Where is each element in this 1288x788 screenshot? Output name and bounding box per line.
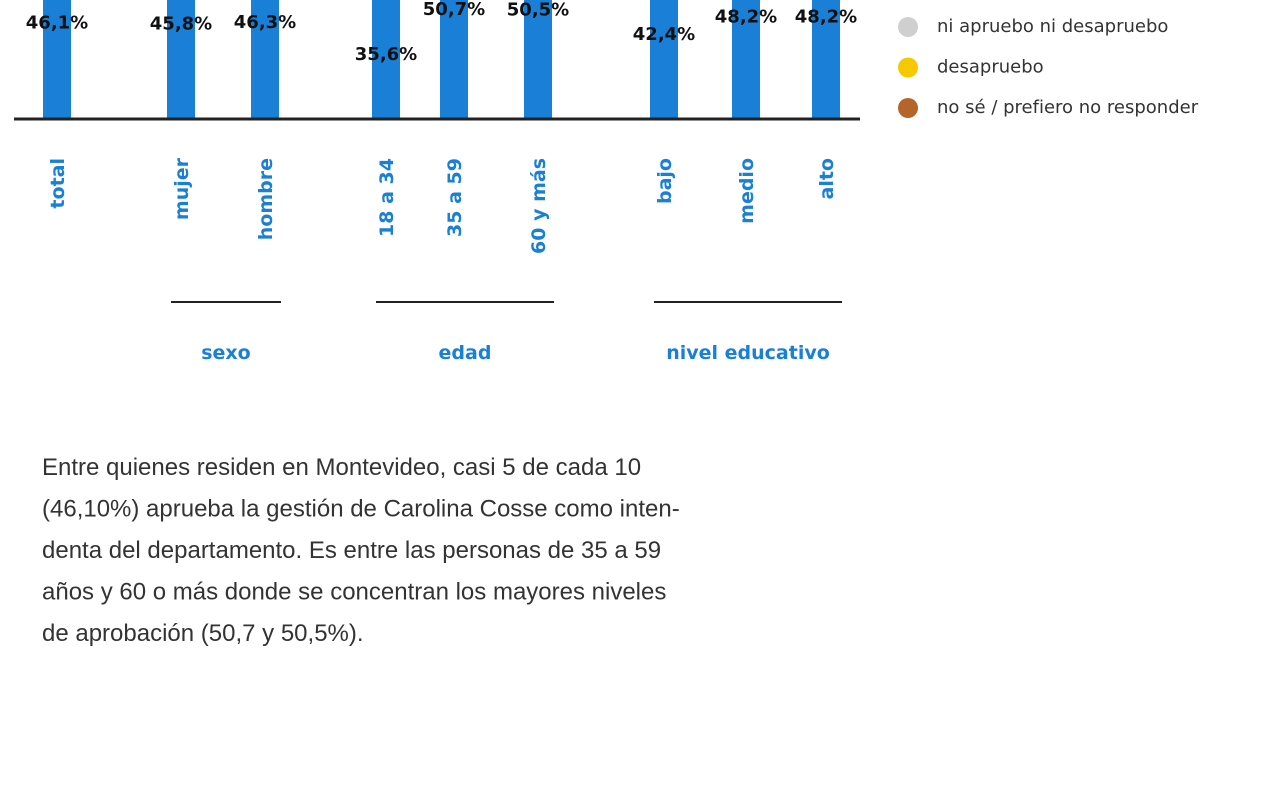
paragraph-line: Entre quienes residen en Montevideo, cas… (42, 454, 641, 481)
paragraph-line: (46,10%) aprueba la gestión de Carolina … (42, 496, 680, 523)
bar (650, 0, 678, 119)
category-label: alto (816, 158, 838, 199)
group-label: edad (439, 342, 492, 364)
category-label: mujer (171, 157, 193, 220)
value-label: 46,1% (26, 13, 88, 34)
value-label: 46,3% (234, 12, 296, 33)
category-label: hombre (255, 158, 277, 240)
category-label: 35 a 59 (444, 158, 466, 237)
value-label: 48,2% (795, 6, 857, 27)
paragraph-line: denta del departamento. Es entre las per… (42, 537, 661, 564)
legend-label: ni apruebo ni desapruebo (937, 16, 1168, 37)
value-label: 35,6% (355, 44, 417, 65)
bar (372, 0, 400, 120)
category-label: total (47, 158, 69, 209)
bar (524, 0, 552, 120)
value-label: 45,8% (150, 14, 212, 35)
legend-swatch (898, 17, 918, 37)
value-label: 50,5% (507, 0, 569, 21)
category-label: bajo (654, 158, 676, 204)
bar (440, 0, 468, 119)
category-label: medio (736, 158, 758, 224)
bar (812, 0, 840, 119)
paragraph-line: años y 60 o más donde se concentran los … (42, 579, 666, 606)
bar (732, 0, 760, 119)
bar (167, 0, 195, 119)
group-label: nivel educativo (666, 342, 830, 364)
paragraph-line: de aprobación (50,7 y 50,5%). (42, 620, 364, 647)
legend-label: no sé / prefiero no responder (937, 97, 1199, 118)
group-label: sexo (201, 342, 251, 364)
bar (251, 0, 279, 119)
value-label: 48,2% (715, 6, 777, 27)
value-label: 50,7% (423, 0, 485, 20)
legend-swatch (898, 57, 918, 78)
legend-label: desapruebo (937, 57, 1044, 78)
category-label: 18 a 34 (376, 158, 398, 237)
legend-swatch (898, 98, 918, 118)
bar (43, 0, 71, 119)
value-label: 42,4% (633, 24, 695, 45)
category-label: 60 y más (528, 158, 550, 254)
